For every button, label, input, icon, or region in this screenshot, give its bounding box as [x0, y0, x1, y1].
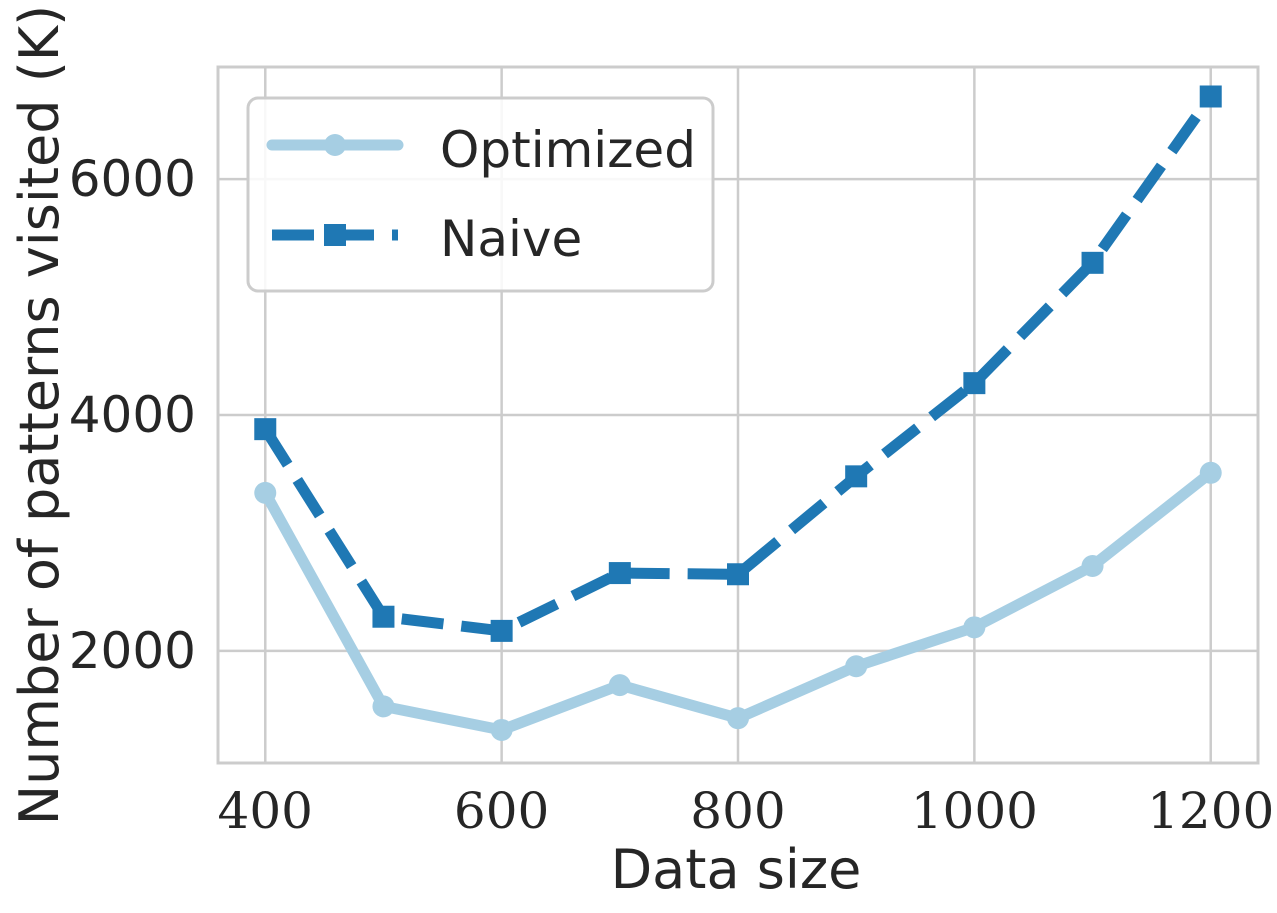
- series-optimized: [254, 461, 1222, 741]
- data-point-naive: [490, 619, 513, 642]
- y-axis-label: Number of patterns visited (K): [8, 5, 71, 826]
- data-point-naive: [1081, 251, 1104, 274]
- legend-label-naive: Naive: [440, 210, 582, 268]
- x-tick-label: 1200: [1147, 782, 1274, 840]
- series-line-naive: [260, 93, 1216, 637]
- y-tick-label: 2000: [69, 622, 196, 680]
- data-point-optimized: [1081, 554, 1104, 577]
- plot-frame: [216, 65, 1260, 765]
- series-layer: [254, 85, 1222, 741]
- x-axis-ticks: 400 600 800 1000 1200: [218, 782, 1275, 840]
- data-point-naive: [254, 418, 277, 441]
- data-point-naive: [608, 562, 631, 585]
- x-tick-label: 600: [454, 782, 549, 840]
- legend-label-optimized: Optimized: [440, 121, 696, 179]
- series-naive: [254, 85, 1222, 642]
- legend: Optimized Naive: [246, 96, 715, 293]
- x-tick-label: 1000: [911, 782, 1038, 840]
- y-axis-ticks: 2000 4000 6000: [69, 150, 196, 680]
- legend-marker-optimized: [324, 134, 346, 156]
- data-point-naive: [372, 605, 395, 628]
- data-point-optimized: [845, 655, 868, 678]
- data-point-optimized: [727, 707, 749, 730]
- legend-entry-naive: Naive: [272, 210, 582, 268]
- data-point-optimized: [490, 718, 513, 741]
- data-point-optimized: [1199, 461, 1222, 484]
- x-axis-label: Data size: [611, 838, 862, 901]
- y-tick-label: 4000: [69, 386, 196, 444]
- x-tick-label: 800: [690, 782, 785, 840]
- x-tick-label: 400: [218, 782, 313, 840]
- data-point-naive: [963, 372, 986, 395]
- data-point-naive: [727, 563, 749, 586]
- data-point-naive: [1199, 85, 1222, 108]
- data-point-optimized: [254, 481, 277, 504]
- data-point-optimized: [963, 616, 986, 639]
- legend-marker-naive: [324, 224, 346, 246]
- legend-entry-optimized: Optimized: [266, 121, 696, 179]
- data-point-naive: [845, 465, 868, 488]
- y-tick-label: 6000: [69, 150, 196, 208]
- data-point-optimized: [608, 674, 631, 697]
- data-point-optimized: [372, 695, 395, 718]
